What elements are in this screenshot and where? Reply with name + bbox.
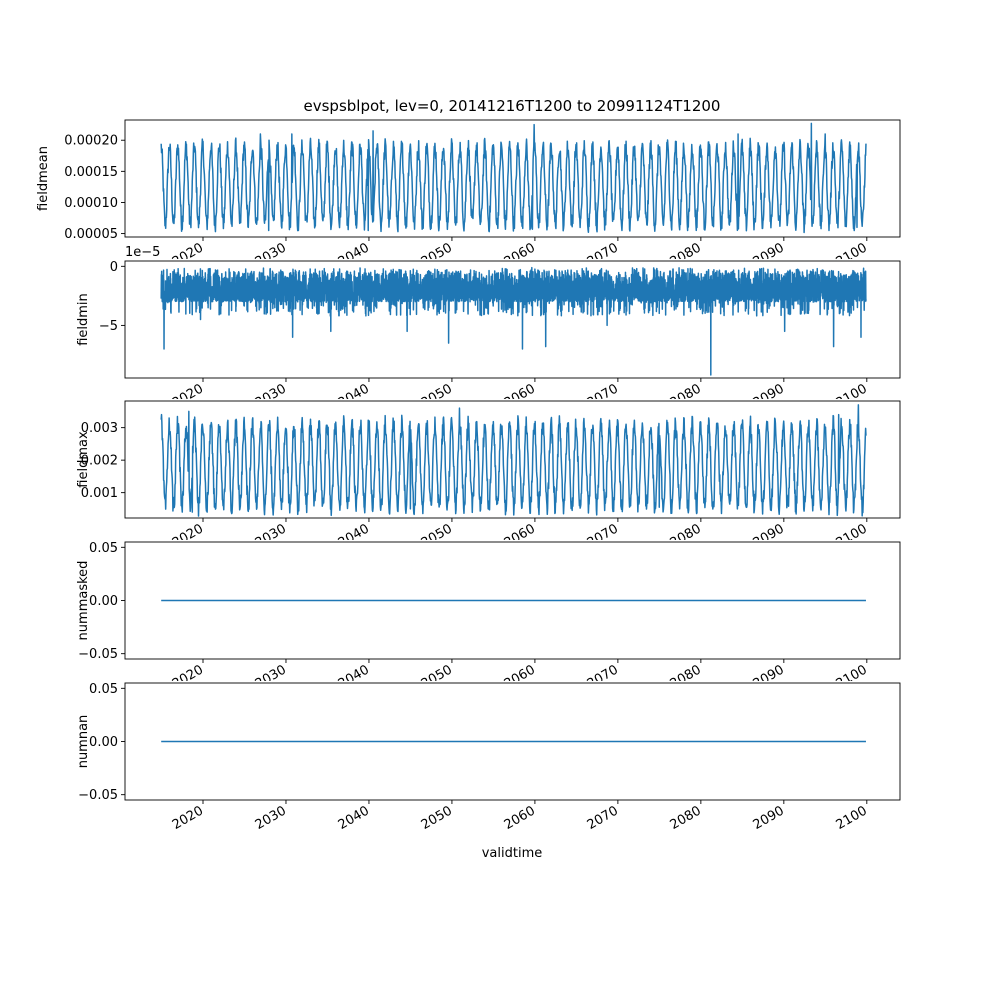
series-line-fieldmin xyxy=(160,266,867,376)
y-tick-label: 0.00005 xyxy=(64,227,118,242)
y-tick-label: 0.003 xyxy=(81,421,118,436)
x-axis-label: validtime xyxy=(482,846,543,861)
y-tick-label: 0.05 xyxy=(89,541,118,556)
y-tick-label: −0.05 xyxy=(78,647,118,662)
y-tick-label: 0.05 xyxy=(89,682,118,697)
y-tick-label: 0.001 xyxy=(81,486,118,501)
y-axis-label-fieldmin: fieldmin xyxy=(76,293,91,346)
axes-frame-fieldmax xyxy=(124,400,901,519)
series-line-fieldmax xyxy=(160,404,867,517)
y-offset-text: 1e−5 xyxy=(125,245,160,260)
y-tick-label: 0 xyxy=(110,260,118,275)
y-axis-label-nummasked: nummasked xyxy=(76,561,91,641)
y-tick-label: −5 xyxy=(99,319,118,334)
y-tick-label: 0.00 xyxy=(89,594,118,609)
chart-title: evspsblpot, lev=0, 20141216T1200 to 2099… xyxy=(304,97,721,115)
y-tick-label: 0.00010 xyxy=(64,196,118,211)
y-tick-label: 0.00015 xyxy=(64,165,118,180)
y-tick-label: −0.05 xyxy=(78,788,118,803)
y-axis-label-numnan: numnan xyxy=(76,715,91,769)
y-axis-label-fieldmean: fieldmean xyxy=(36,146,51,211)
series-line-fieldmean xyxy=(160,122,867,234)
y-tick-label: 0.00020 xyxy=(64,134,118,149)
y-tick-label: 0.002 xyxy=(81,454,118,469)
y-tick-label: 0.00 xyxy=(89,735,118,750)
panel-fieldmean: 0.000050.000100.000150.00020fieldmean202… xyxy=(36,119,901,259)
axes-frame-fieldmean xyxy=(124,119,901,238)
axes-frame-fieldmin xyxy=(124,260,901,379)
y-axis-label-fieldmax: fieldmax xyxy=(76,431,91,488)
